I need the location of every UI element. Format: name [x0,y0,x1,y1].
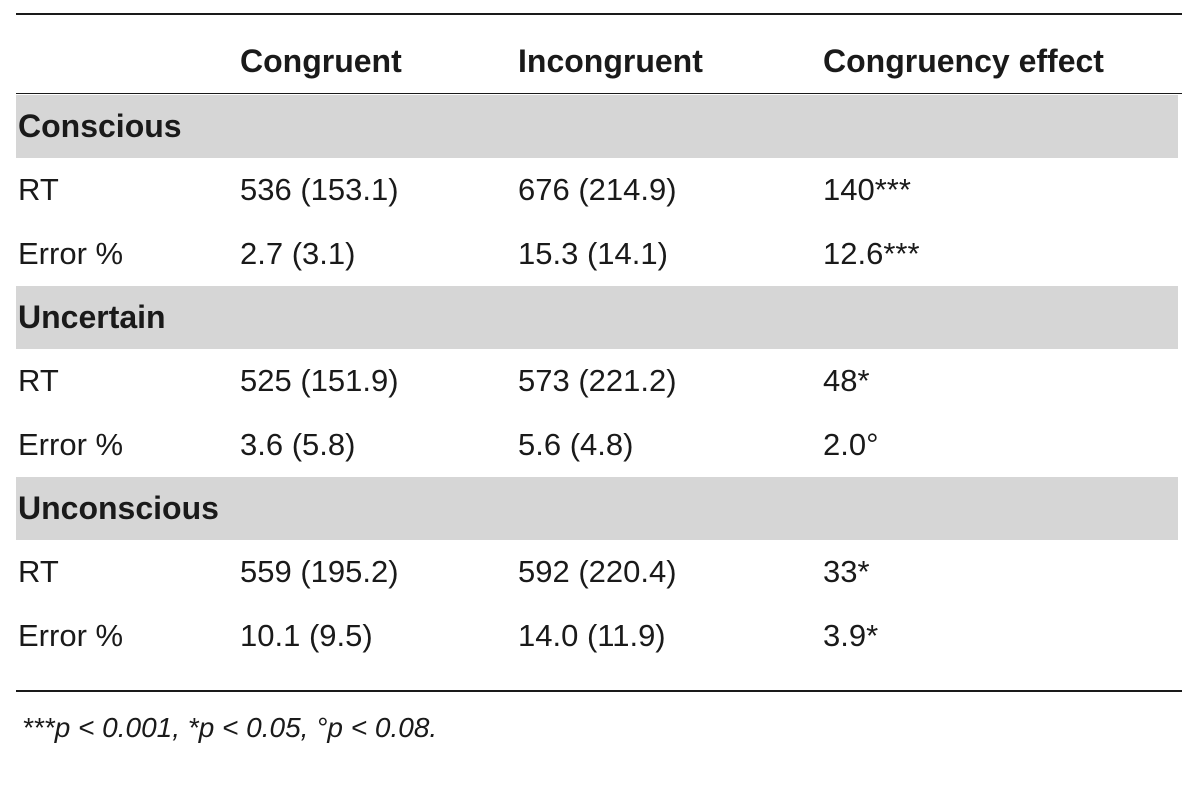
cell-incongruent: 592 (220.4) [518,553,677,589]
column-header-congruent: Congruent [240,43,402,79]
cell-congruent: 525 (151.9) [240,362,399,398]
table-footnote: ***p < 0.001, *p < 0.05, °p < 0.08. [22,712,438,743]
section-label: Conscious [18,108,182,144]
table-row: Error % 10.1 (9.5) 14.0 (11.9) 3.9* [16,604,1178,667]
cell-congruency-effect: 48* [823,362,870,398]
row-label: RT [18,362,59,398]
cell-incongruent: 15.3 (14.1) [518,235,668,271]
column-header-congruency-effect: Congruency effect [823,43,1104,79]
cell-incongruent: 676 (214.9) [518,171,677,207]
row-label: Error % [18,617,124,653]
cell-congruency-effect: 33* [823,553,870,589]
row-label: Error % [18,235,124,271]
cell-incongruent: 573 (221.2) [518,362,677,398]
section-label: Unconscious [18,490,219,526]
cell-incongruent: 5.6 (4.8) [518,426,634,462]
cell-congruent: 559 (195.2) [240,553,399,589]
header-bottom-rule [16,93,1182,94]
table-row: RT 559 (195.2) 592 (220.4) 33* [16,540,1178,603]
cell-incongruent: 14.0 (11.9) [518,617,666,653]
column-header-incongruent: Incongruent [518,43,703,79]
row-label: Error % [18,426,124,462]
cell-congruent: 536 (153.1) [240,171,399,207]
cell-congruent: 2.7 (3.1) [240,235,356,271]
table-top-rule [16,13,1182,15]
cell-congruency-effect: 140*** [823,171,911,207]
row-label: RT [18,553,59,589]
table-row: RT 536 (153.1) 676 (214.9) 140*** [16,158,1178,221]
section-row-conscious: Conscious [16,95,1178,158]
table-row: RT 525 (151.9) 573 (221.2) 48* [16,349,1178,412]
table-row: Error % 2.7 (3.1) 15.3 (14.1) 12.6*** [16,222,1178,285]
table-header-row: Congruent Incongruent Congruency effect [16,30,1178,93]
row-label: RT [18,171,59,207]
cell-congruency-effect: 2.0° [823,426,879,462]
section-label: Uncertain [18,299,166,335]
cell-congruency-effect: 3.9* [823,617,879,653]
section-row-uncertain: Uncertain [16,286,1178,349]
cell-congruent: 10.1 (9.5) [240,617,373,653]
section-row-unconscious: Unconscious [16,477,1178,540]
cell-congruency-effect: 12.6*** [823,235,920,271]
table-bottom-rule [16,690,1182,692]
table-row: Error % 3.6 (5.8) 5.6 (4.8) 2.0° [16,413,1178,476]
cell-congruent: 3.6 (5.8) [240,426,356,462]
